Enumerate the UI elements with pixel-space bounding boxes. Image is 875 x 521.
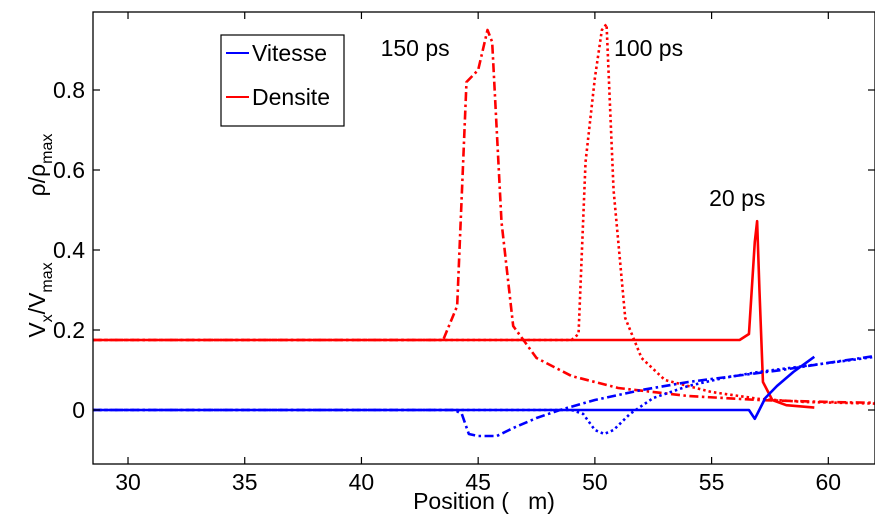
time-annotation: 150 ps bbox=[381, 35, 450, 61]
x-tick-label: 30 bbox=[115, 469, 141, 495]
plot-frame bbox=[92, 11, 875, 465]
y-axis-label-density-base: ρ/ρ bbox=[24, 164, 50, 197]
legend-label-densite: Densite bbox=[252, 84, 330, 110]
y-tick-label: 0.8 bbox=[53, 77, 85, 103]
legend-box bbox=[220, 34, 345, 127]
time-annotation: 20 ps bbox=[709, 185, 765, 211]
y-tick-label: 0.4 bbox=[53, 237, 85, 263]
series-line-3 bbox=[93, 355, 816, 421]
x-tick-label: 35 bbox=[232, 469, 258, 495]
legend: Vitesse Densite bbox=[220, 34, 345, 127]
series-line-2 bbox=[93, 28, 875, 405]
series-layer bbox=[93, 22, 875, 438]
y-tick-label: 0.2 bbox=[53, 317, 85, 343]
x-tick-label: 45 bbox=[465, 469, 491, 495]
y-tick-label: 0.6 bbox=[53, 157, 85, 183]
x-tick-label: 60 bbox=[816, 469, 842, 495]
series-line-1 bbox=[93, 22, 875, 405]
series-line-5 bbox=[93, 354, 875, 438]
x-tick-label: 50 bbox=[582, 469, 608, 495]
y-axis-label-velocity-base: V bbox=[24, 322, 50, 338]
y-axis-label-velocity-mid: /V bbox=[24, 292, 50, 314]
annotations: 150 ps 100 ps 20 ps bbox=[381, 35, 766, 211]
x-tick-label: 40 bbox=[349, 469, 375, 495]
y-axis-label-velocity-sub-max: max bbox=[39, 262, 56, 292]
y-axis-label-density-sub: max bbox=[39, 134, 56, 164]
y-axis-label-density: ρ/ρmax bbox=[24, 134, 56, 197]
y-tick-label: 0 bbox=[72, 397, 85, 423]
y-axis-label-velocity: Vx/Vmax bbox=[24, 262, 56, 337]
x-axis: 30 35 40 45 50 55 60 bbox=[115, 12, 841, 495]
legend-label-vitesse: Vitesse bbox=[252, 40, 327, 66]
x-axis-label: Position ( m) bbox=[413, 488, 555, 514]
x-tick-label: 55 bbox=[699, 469, 725, 495]
y-axis-label-velocity-sub-x: x bbox=[39, 314, 56, 322]
time-annotation: 100 ps bbox=[614, 35, 683, 61]
y-axis: 0 0.2 0.4 0.6 0.8 bbox=[53, 77, 875, 423]
